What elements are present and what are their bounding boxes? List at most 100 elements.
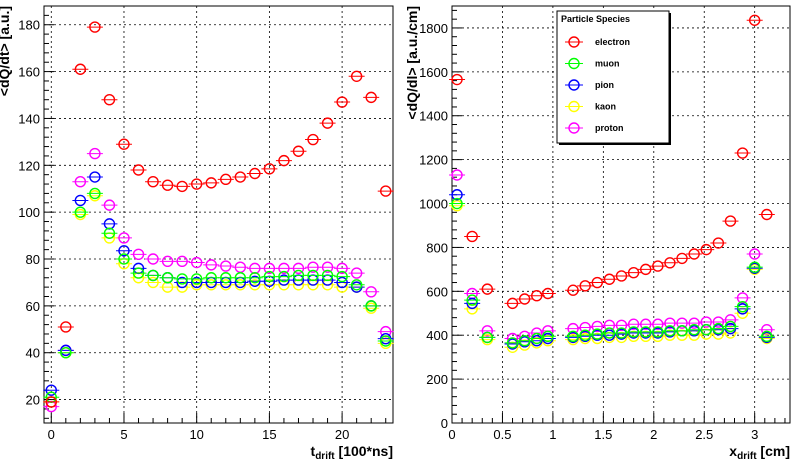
marker-circle [451,189,463,201]
y-tick-label: 20 [26,393,40,408]
y-tick-label: 0 [441,416,448,431]
marker-circle [161,255,174,268]
data-point-muon [539,330,556,343]
marker-circle [292,269,305,282]
data-point-electron [275,154,292,167]
data-point-muon [758,330,775,343]
marker-circle [234,272,247,284]
data-point-muon [174,273,191,285]
data-point-electron [174,180,191,193]
data-point-kaon [246,279,263,291]
x-tick-label: 2 [650,427,657,442]
y-tick-label: 1200 [419,153,448,168]
data-point-proton [159,255,176,268]
data-point-proton [746,248,763,260]
marker-circle [700,243,712,256]
legend-entry-proton: proton [565,122,624,134]
data-point-muon [246,272,263,284]
data-point-muon [577,329,594,341]
marker-circle [627,266,640,279]
data-point-muon [334,270,351,283]
marker-circle [724,215,737,227]
data-point-electron [722,215,739,227]
data-point-proton [290,262,307,275]
data-point-muon [479,331,496,344]
y-tick-label: 140 [18,111,40,126]
marker-circle [506,297,519,310]
legend-entry-kaon: kaon [565,100,616,113]
data-point-muon [159,272,176,284]
left-panel-dqdt-vs-tdrift: 0 5 10 15 20 20 40 60 80 100 120 140 160 180 tdrift [1… [0,5,394,462]
data-point-electron [159,179,176,191]
data-point-muon [72,206,89,218]
data-point-electron [203,177,220,189]
marker-circle [542,330,554,343]
marker-circle [89,21,101,33]
data-point-pion [246,275,263,287]
data-point-electron [539,287,556,300]
marker-circle [481,325,494,337]
data-point-muon [217,272,234,284]
x-tick-label: 2.5 [695,427,713,442]
marker-circle [176,255,188,268]
data-point-electron [674,252,691,265]
data-point-electron [363,91,380,104]
marker-circle [190,273,203,285]
data-point-pion [72,194,89,207]
x-tick-label: 3 [751,427,758,442]
marker-circle [220,173,232,186]
marker-circle [518,339,531,351]
marker-circle [451,73,463,86]
marker-circle [60,321,72,333]
marker-circle [147,176,159,188]
marker-circle [531,332,543,345]
legend-entry-pion: pion [565,79,614,91]
marker-circle [615,327,628,339]
data-point-muon [698,324,715,336]
data-point-electron [479,283,496,295]
data-point-proton [649,318,666,330]
data-point-pion [464,297,481,310]
marker-circle [74,206,87,218]
data-point-muon [504,337,521,349]
marker-circle [89,187,101,200]
y-tick-label: 60 [26,299,40,314]
legend-entry-electron: electron [565,36,630,48]
data-point-muon [528,332,545,345]
marker-circle [712,237,725,249]
marker-circle [74,194,87,207]
marker-circle [676,252,688,265]
data-point-proton [589,320,606,333]
marker-circle [481,283,494,295]
marker-circle [518,293,531,305]
data-point-proton [217,260,234,272]
data-point-electron [746,14,763,26]
marker-circle [615,270,628,282]
marker-circle [249,167,261,180]
data-point-proton [174,255,191,268]
data-point-proton [734,292,751,304]
marker-circle [640,263,652,276]
data-point-electron [698,243,715,256]
marker-circle [278,270,290,283]
marker-circle [615,319,628,332]
y-tick-label: 1600 [419,65,448,80]
x-tick-label: 1.5 [594,427,612,442]
data-point-electron [758,208,775,221]
y-tick-label: 80 [26,252,40,267]
x-tick-label: 0 [48,427,55,442]
marker-circle [336,276,348,289]
marker-circle [161,272,174,284]
marker-circle [451,197,463,210]
marker-circle [321,269,334,282]
y-tick-label: 180 [18,18,40,33]
data-point-proton [565,322,582,335]
legend-marker-circle [568,79,580,91]
marker-circle [591,328,603,340]
data-point-muon [516,334,533,347]
plot-frame [43,5,394,424]
marker-circle [147,269,159,282]
y-tick-label: 800 [426,240,448,255]
marker-circle [263,270,276,283]
